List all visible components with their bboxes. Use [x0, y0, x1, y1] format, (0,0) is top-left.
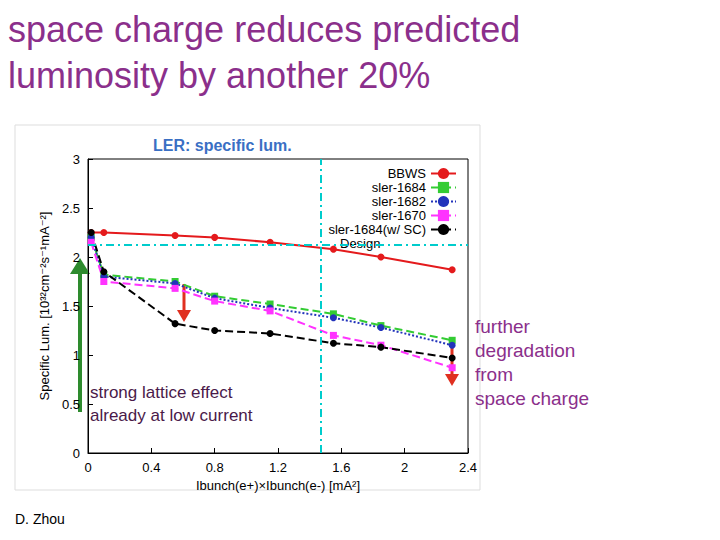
svg-text:Ibunch(e+)×Ibunch(e-) [mA²]: Ibunch(e+)×Ibunch(e-) [mA²] [196, 478, 360, 493]
svg-text:luminosity by another 20%: luminosity by another 20% [8, 55, 430, 96]
svg-text:sler-1670: sler-1670 [372, 208, 426, 223]
svg-text:Design: Design [340, 236, 380, 251]
svg-text:degradation: degradation [475, 340, 575, 361]
svg-text:strong lattice effect: strong lattice effect [90, 383, 233, 402]
svg-text:from: from [475, 364, 513, 385]
svg-text:0: 0 [84, 460, 91, 475]
svg-text:1.6: 1.6 [332, 460, 350, 475]
svg-text:further: further [475, 316, 531, 337]
svg-text:space charge: space charge [475, 388, 589, 409]
svg-text:2: 2 [73, 250, 80, 265]
svg-text:1.5: 1.5 [62, 299, 80, 314]
svg-text:3: 3 [73, 152, 80, 167]
svg-text:already at low current: already at low current [90, 406, 253, 425]
svg-text:2: 2 [401, 460, 408, 475]
svg-text:sler-1684: sler-1684 [372, 180, 426, 195]
svg-text:sler-1684(w/ SC): sler-1684(w/ SC) [328, 222, 426, 237]
svg-text:2.5: 2.5 [62, 201, 80, 216]
svg-text:D. Zhou: D. Zhou [15, 511, 65, 527]
svg-text:0.4: 0.4 [142, 460, 160, 475]
svg-text:LER: specific lum.: LER: specific lum. [153, 137, 292, 154]
svg-text:2.4: 2.4 [459, 460, 477, 475]
svg-text:0.5: 0.5 [62, 397, 80, 412]
svg-text:sler-1682: sler-1682 [372, 194, 426, 209]
svg-text:Specific Lum. [10³²cm⁻²s⁻¹mA⁻²: Specific Lum. [10³²cm⁻²s⁻¹mA⁻²] [37, 212, 52, 401]
svg-text:0: 0 [73, 446, 80, 461]
svg-text:0.8: 0.8 [206, 460, 224, 475]
svg-text:space charge reduces predicted: space charge reduces predicted [8, 9, 520, 50]
svg-text:BBWS: BBWS [388, 166, 427, 181]
svg-text:1.2: 1.2 [269, 460, 287, 475]
svg-text:1: 1 [73, 348, 80, 363]
